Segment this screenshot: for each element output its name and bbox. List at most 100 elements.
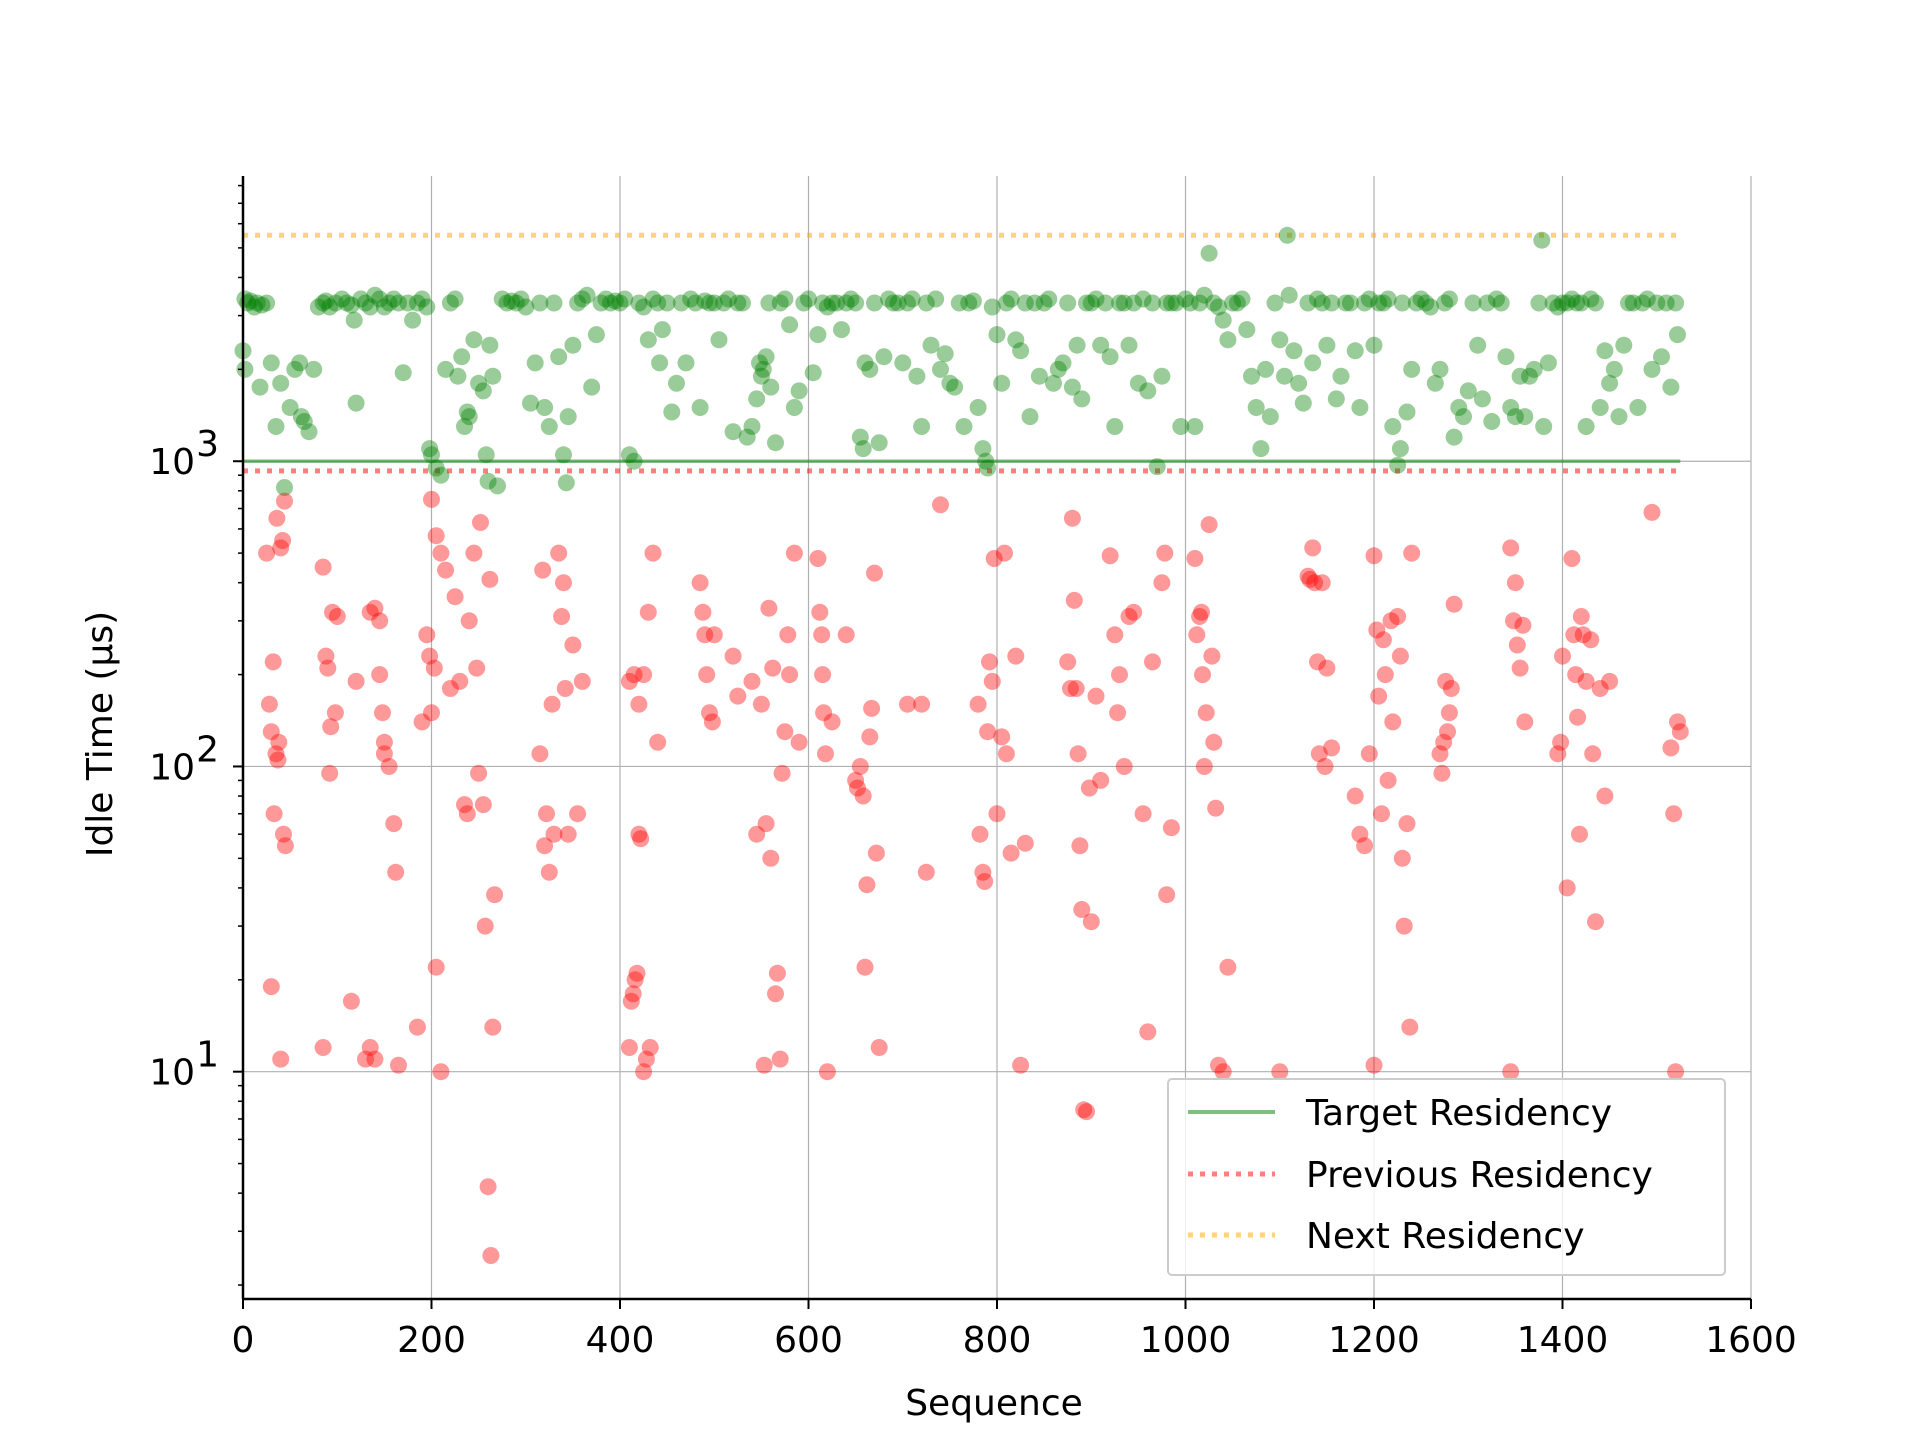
red-point [1565,626,1583,644]
red-point [1306,574,1324,592]
green-point [1299,294,1317,312]
red-point [374,704,391,722]
red-point [985,550,1003,567]
green-point [371,290,389,308]
green-point [394,364,412,382]
red-point [809,550,827,567]
red-point [1445,595,1463,613]
green-point [1181,294,1199,312]
red-point [1016,834,1034,852]
red-point [260,695,278,713]
red-point [1115,758,1133,775]
red-point [1106,626,1124,644]
green-point [1374,294,1392,312]
red-point [545,825,563,843]
green-point [760,294,778,312]
red-point [555,574,572,592]
green-point [1605,360,1623,378]
red-point [1346,787,1364,805]
red-point [1069,745,1087,763]
red-point [1437,672,1455,690]
green-point [1653,348,1670,366]
green-point [1445,428,1463,446]
red-point [705,626,723,644]
green-point [842,290,860,308]
red-point [1214,1063,1232,1081]
green-point [432,466,450,484]
red-point [1376,666,1394,684]
green-point [1450,399,1468,416]
red-point [1368,621,1386,639]
red-point [347,672,365,690]
green-point [1257,360,1275,378]
red-point [322,718,340,736]
red-point [1571,825,1588,843]
red-point [1194,666,1211,684]
green-point [983,298,1001,316]
green-point [682,290,700,308]
green-point [1030,367,1048,385]
green-point [767,434,784,452]
green-point [630,294,648,312]
green-point [649,294,667,312]
green-point [1125,294,1143,312]
red-point [764,659,782,677]
red-point [1440,704,1458,722]
red-point [1431,745,1449,763]
green-point [512,290,530,308]
green-point [653,321,671,339]
red-point [1549,745,1567,763]
green-point [399,294,417,312]
green-point [357,294,374,312]
green-point [437,360,455,378]
red-point [1442,680,1460,697]
green-point [932,360,949,378]
legend-label-previous: Previous Residency [1306,1155,1653,1196]
red-point [620,1039,638,1056]
green-point [1568,294,1586,312]
red-point [771,1050,789,1068]
red-point [818,1063,836,1081]
red-point [976,873,994,890]
green-point [1384,418,1402,435]
green-point [248,294,266,312]
red-point [701,704,718,722]
green-point [465,331,483,349]
green-point [1073,390,1091,408]
green-point [894,354,912,372]
red-point [268,509,286,527]
green-point [578,286,596,304]
green-point [1054,354,1072,372]
red-point [274,532,292,549]
green-point [1533,231,1551,249]
red-point [314,558,332,576]
red-point [1662,739,1680,757]
red-point [849,779,866,797]
green-point [1436,294,1454,312]
red-point [534,561,552,579]
red-point [755,1056,773,1074]
green-point [597,290,615,308]
green-point [1082,294,1100,312]
red-point [1067,680,1085,697]
red-point [1092,771,1110,789]
y-tick-label: 10 [149,442,195,483]
red-point [543,695,561,713]
red-point [1439,723,1456,741]
green-point [536,399,554,416]
red-point [851,758,869,775]
green-point [1370,294,1388,312]
green-point [1186,418,1204,435]
green-point [899,294,916,312]
green-point [517,298,535,316]
green-point [479,472,497,490]
red-point [691,574,709,592]
red-point [626,971,644,989]
green-point [321,298,339,316]
red-point [1318,659,1336,677]
red-point [790,733,808,751]
red-point [451,672,469,690]
green-point [1572,294,1590,312]
red-point [361,1039,379,1056]
green-point [1488,290,1505,308]
